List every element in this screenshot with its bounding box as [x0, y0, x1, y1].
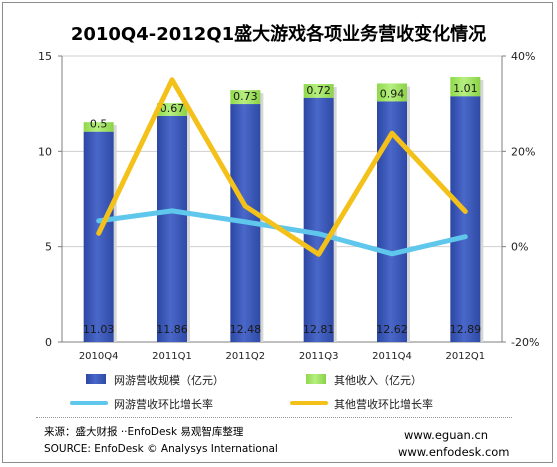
label-other-revenue: 1.01 — [453, 82, 478, 95]
bar-online-game-revenue — [83, 131, 114, 342]
label-other-revenue: 0.5 — [90, 118, 108, 131]
bar-other-revenue — [450, 76, 481, 97]
legend-other-revenue-swatch — [306, 374, 326, 384]
label-other-revenue: 0.67 — [160, 102, 185, 115]
bar-online-game-revenue — [157, 115, 187, 343]
label-online-game-revenue: 12.81 — [303, 323, 335, 336]
line-other-growth — [96, 77, 468, 257]
left-tick-label: 15 — [38, 50, 52, 63]
category-label: 2012Q1 — [445, 351, 485, 362]
right-tick-label: 20% — [511, 145, 535, 158]
label-online-game-revenue: 12.89 — [450, 323, 482, 336]
bar-other-revenue — [303, 84, 334, 98]
label-other-revenue: 0.94 — [380, 87, 405, 100]
legend-online-game-revenue-label: 网游营收规模（亿元） — [114, 373, 224, 387]
bar-online-game-revenue — [450, 96, 481, 342]
label-online-game-revenue: 11.03 — [83, 323, 115, 336]
legend-online-game-growth-label: 网游营收环比增长率 — [114, 397, 213, 411]
label-other-revenue: 0.73 — [233, 90, 258, 103]
bar-other-revenue — [377, 83, 407, 102]
legend-online-game-revenue-swatch — [86, 374, 106, 384]
bar-other-revenue — [83, 122, 114, 132]
chart-title: 2010Q4-2012Q1盛大游戏各项业务营收变化情况 — [70, 24, 487, 45]
label-online-game-revenue: 12.48 — [230, 323, 262, 336]
label-online-game-revenue: 11.86 — [156, 323, 188, 336]
legend-other-growth-label: 其他营收环比增长率 — [334, 397, 433, 411]
category-label: 2011Q3 — [299, 351, 339, 362]
left-tick-label: 10 — [38, 145, 52, 158]
bar-online-game-revenue — [303, 97, 334, 342]
right-tick-label: 40% — [511, 50, 535, 63]
right-tick-label: 0% — [511, 241, 528, 254]
legend-other-revenue-label: 其他收入（亿元） — [334, 373, 422, 387]
right-tick-label: -20% — [511, 336, 539, 349]
category-label: 2011Q4 — [372, 351, 412, 362]
plot-area — [62, 56, 502, 342]
left-tick-label: 0 — [45, 336, 52, 349]
bar-other-revenue — [157, 103, 187, 116]
label-other-revenue: 0.72 — [306, 84, 331, 97]
category-label: 2011Q2 — [225, 351, 265, 362]
left-tick-label: 5 — [45, 241, 52, 254]
bar-other-revenue — [230, 90, 261, 105]
label-online-game-revenue: 12.62 — [376, 323, 408, 336]
category-label: 2010Q4 — [79, 351, 119, 362]
category-label: 2011Q1 — [152, 351, 192, 362]
